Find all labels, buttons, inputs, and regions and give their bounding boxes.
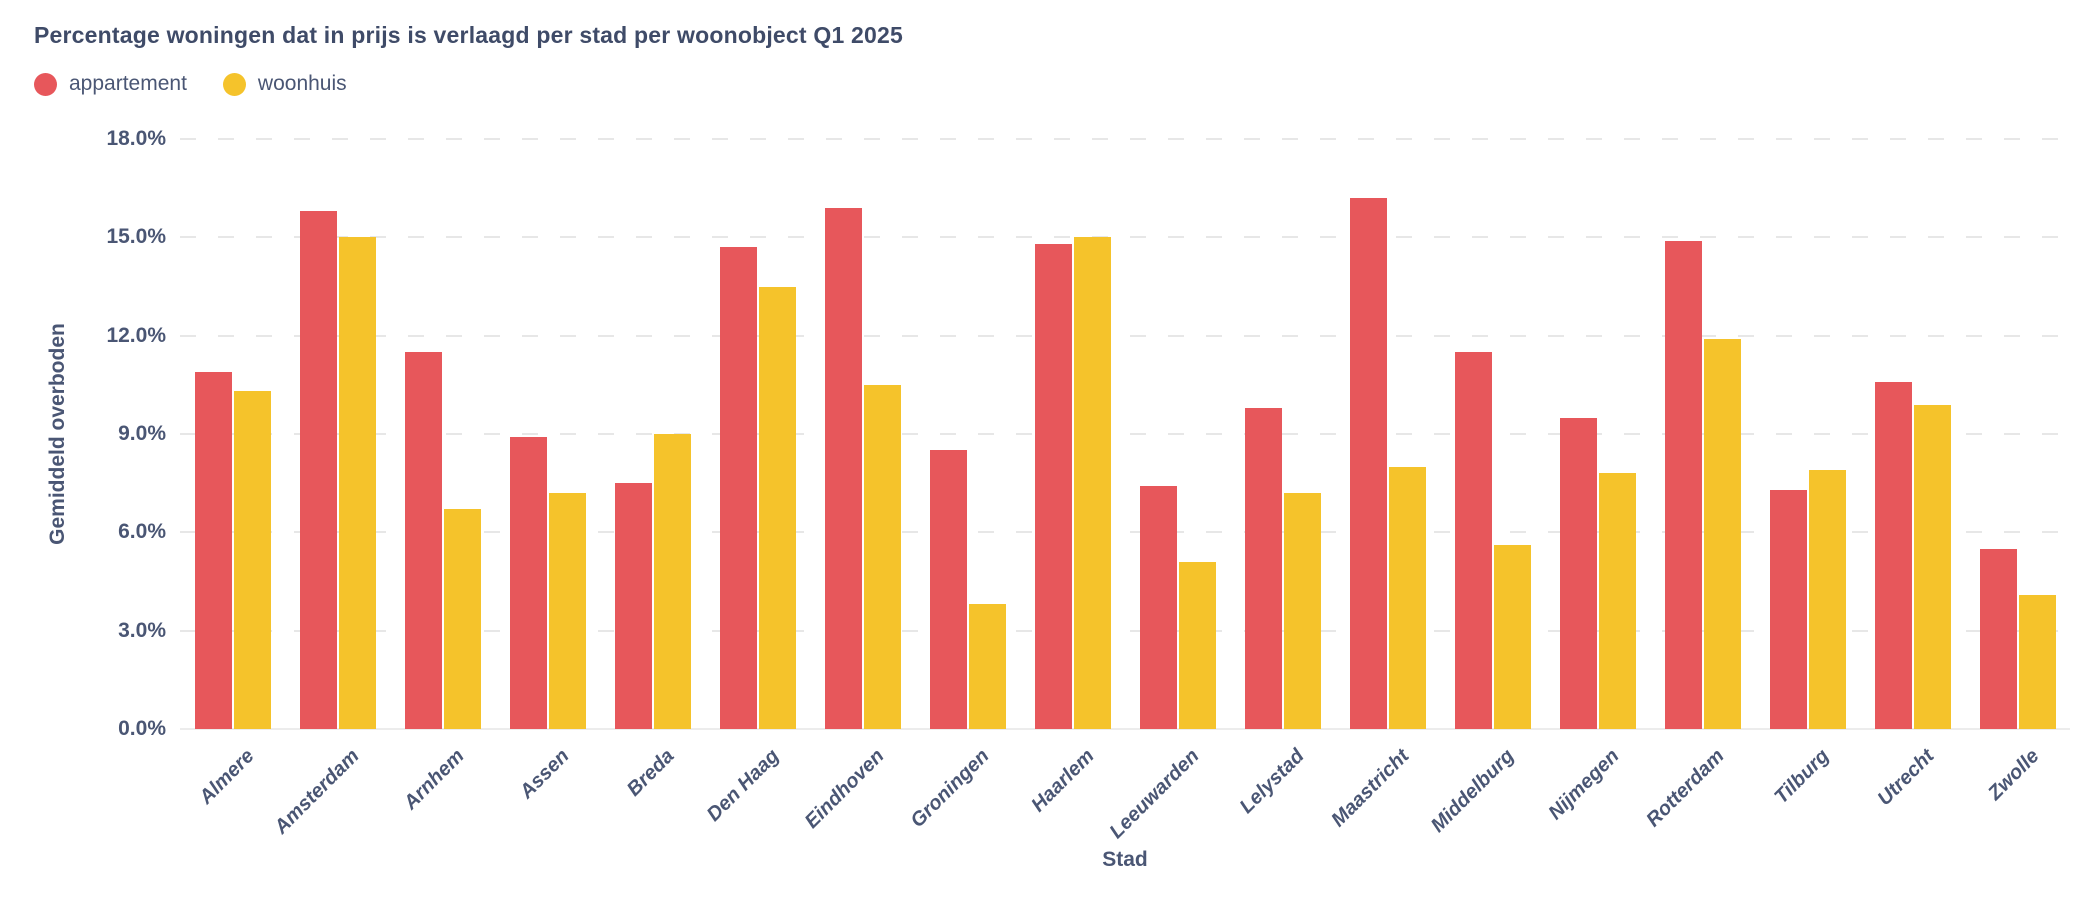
bar-appartement-utrecht[interactable] bbox=[1874, 381, 1912, 729]
bar-appartement-tilburg[interactable] bbox=[1769, 489, 1807, 729]
bar-woonhuis-leeuwarden[interactable] bbox=[1178, 561, 1216, 729]
x-tick-label-den-haag: Den Haag bbox=[702, 745, 784, 826]
bar-woonhuis-lelystad[interactable] bbox=[1283, 493, 1321, 729]
bar-appartement-almere[interactable] bbox=[194, 371, 232, 729]
x-tick-label-maastricht: Maastricht bbox=[1326, 745, 1414, 832]
bar-woonhuis-amsterdam[interactable] bbox=[338, 237, 376, 729]
legend-item-woonhuis[interactable]: woonhuis bbox=[222, 72, 347, 96]
bar-appartement-groningen[interactable] bbox=[929, 450, 967, 729]
y-tick-label-6.0%: 6.0% bbox=[118, 520, 166, 544]
x-tick-label-tilburg: Tilburg bbox=[1769, 745, 1834, 809]
x-tick-label-haarlem: Haarlem bbox=[1026, 745, 1099, 817]
bar-woonhuis-groningen[interactable] bbox=[968, 604, 1006, 729]
bar-woonhuis-assen[interactable] bbox=[548, 493, 586, 729]
y-tick-label-3.0%: 3.0% bbox=[118, 618, 166, 642]
bar-appartement-maastricht[interactable] bbox=[1349, 198, 1387, 729]
legend-dot-woonhuis-icon bbox=[222, 72, 246, 96]
gridline-9.0% bbox=[180, 433, 2070, 435]
x-axis-title: Stad bbox=[1102, 848, 1148, 871]
gridline-18.0% bbox=[180, 138, 2070, 140]
bar-woonhuis-nijmegen[interactable] bbox=[1598, 473, 1636, 729]
bar-woonhuis-maastricht[interactable] bbox=[1388, 466, 1426, 729]
x-tick-label-almere: Almere bbox=[194, 745, 259, 809]
bar-appartement-den-haag[interactable] bbox=[719, 247, 757, 729]
x-tick-label-lelystad: Lelystad bbox=[1235, 745, 1309, 818]
gridline-15.0% bbox=[180, 236, 2070, 239]
bar-appartement-middelburg[interactable] bbox=[1454, 352, 1492, 729]
x-tick-label-utrecht: Utrecht bbox=[1872, 745, 1939, 811]
bar-appartement-assen[interactable] bbox=[509, 437, 547, 729]
legend-item-appartement[interactable]: appartement bbox=[34, 72, 187, 96]
bar-woonhuis-zwolle[interactable] bbox=[2018, 594, 2056, 729]
bar-woonhuis-breda[interactable] bbox=[653, 434, 691, 729]
chart-title: Percentage woningen dat in prijs is verl… bbox=[34, 22, 903, 48]
bar-appartement-amsterdam[interactable] bbox=[299, 211, 337, 729]
gridline-12.0% bbox=[180, 334, 2070, 337]
x-tick-label-leeuwarden: Leeuwarden bbox=[1104, 745, 1204, 844]
bar-woonhuis-utrecht[interactable] bbox=[1913, 404, 1951, 729]
bar-woonhuis-eindhoven[interactable] bbox=[863, 384, 901, 729]
legend-label-appartement: appartement bbox=[69, 72, 187, 95]
x-tick-label-middelburg: Middelburg bbox=[1426, 745, 1519, 837]
x-tick-label-nijmegen: Nijmegen bbox=[1543, 745, 1624, 825]
bar-woonhuis-arnhem[interactable] bbox=[443, 509, 481, 729]
legend: appartement woonhuis bbox=[34, 72, 347, 96]
gridline-6.0% bbox=[180, 531, 2070, 534]
x-tick-label-breda: Breda bbox=[622, 745, 679, 801]
bar-appartement-breda[interactable] bbox=[614, 483, 652, 729]
y-tick-label-12.0%: 12.0% bbox=[106, 323, 166, 347]
bar-appartement-eindhoven[interactable] bbox=[824, 207, 862, 729]
bar-appartement-haarlem[interactable] bbox=[1034, 243, 1072, 729]
y-tick-label-9.0%: 9.0% bbox=[118, 422, 166, 445]
legend-dot-appartement-icon bbox=[34, 72, 57, 96]
bar-appartement-leeuwarden[interactable] bbox=[1139, 486, 1177, 729]
y-tick-label-15.0%: 15.0% bbox=[106, 225, 166, 249]
legend-label-woonhuis: woonhuis bbox=[257, 72, 347, 95]
x-tick-label-amsterdam: Amsterdam bbox=[269, 745, 364, 839]
bar-woonhuis-middelburg[interactable] bbox=[1493, 545, 1531, 729]
bar-woonhuis-haarlem[interactable] bbox=[1073, 237, 1111, 729]
y-tick-label-0.0%: 0.0% bbox=[118, 717, 166, 740]
bar-appartement-zwolle[interactable] bbox=[1979, 548, 2017, 729]
x-tick-label-arnhem: Arnhem bbox=[399, 745, 469, 814]
bar-woonhuis-den-haag[interactable] bbox=[758, 286, 796, 729]
gridline-3.0% bbox=[180, 629, 2070, 632]
y-tick-label-18.0%: 18.0% bbox=[106, 127, 166, 150]
bar-woonhuis-tilburg[interactable] bbox=[1808, 470, 1846, 729]
x-axis-line bbox=[180, 728, 2070, 730]
bar-appartement-arnhem[interactable] bbox=[404, 352, 442, 729]
bar-appartement-lelystad[interactable] bbox=[1244, 407, 1282, 729]
bar-appartement-nijmegen[interactable] bbox=[1559, 417, 1597, 729]
x-tick-label-assen: Assen bbox=[515, 745, 574, 804]
x-tick-label-rotterdam: Rotterdam bbox=[1641, 745, 1729, 832]
bar-appartement-rotterdam[interactable] bbox=[1664, 240, 1702, 729]
x-tick-label-zwolle: Zwolle bbox=[1983, 745, 2044, 805]
bar-woonhuis-almere[interactable] bbox=[233, 391, 271, 729]
x-tick-label-groningen: Groningen bbox=[906, 745, 994, 833]
x-tick-label-eindhoven: Eindhoven bbox=[800, 745, 889, 833]
bar-woonhuis-rotterdam[interactable] bbox=[1703, 338, 1741, 729]
